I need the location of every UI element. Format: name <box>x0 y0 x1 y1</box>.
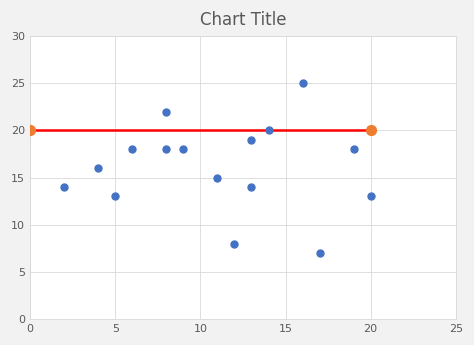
Point <box>367 194 374 199</box>
Point <box>248 184 255 190</box>
Point <box>214 175 221 180</box>
Point <box>367 128 374 133</box>
Point <box>60 184 68 190</box>
Point <box>111 194 119 199</box>
Point <box>128 147 136 152</box>
Title: Chart Title: Chart Title <box>200 11 286 29</box>
Point <box>264 128 272 133</box>
Point <box>180 147 187 152</box>
Point <box>350 147 357 152</box>
Point <box>316 250 323 256</box>
Point <box>26 128 34 133</box>
Point <box>94 166 102 171</box>
Point <box>231 241 238 246</box>
Point <box>163 147 170 152</box>
Point <box>248 137 255 143</box>
Point <box>299 81 306 86</box>
Point <box>163 109 170 115</box>
